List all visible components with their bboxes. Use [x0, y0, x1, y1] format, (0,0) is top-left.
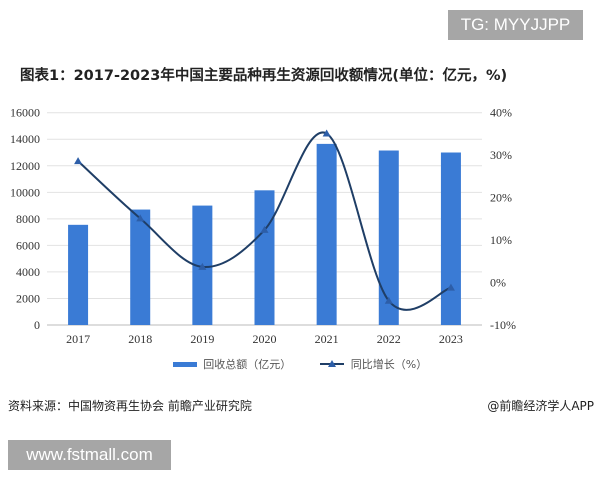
legend-line-label: 同比增长（%） [350, 358, 428, 371]
x-tick-label: 2018 [128, 332, 152, 346]
credit: @前瞻经济学人APP [487, 399, 594, 413]
bar-2017 [68, 224, 89, 325]
x-tick-label: 2019 [190, 332, 214, 346]
bar-2023 [440, 152, 461, 325]
source-note: 资料来源：中国物资再生协会 前瞻产业研究院 [8, 399, 252, 413]
right-tick-label: 30% [490, 148, 512, 162]
chart-title: 图表1：2017-2023年中国主要品种再生资源回收额情况(单位：亿元，%) [20, 68, 508, 84]
growth-marker-2021 [322, 129, 331, 137]
left-tick-label: 16000 [10, 106, 40, 120]
growth-marker-2017 [74, 157, 83, 165]
legend-line-swatch [320, 360, 345, 368]
right-tick-label: 10% [490, 233, 512, 247]
legend-bar-label: 回收总额（亿元） [203, 358, 292, 371]
right-tick-label: 0% [490, 276, 506, 290]
growth-marker-2022 [384, 296, 393, 304]
x-tick-label: 2022 [377, 332, 401, 346]
left-tick-label: 2000 [16, 291, 40, 305]
x-tick-label: 2017 [66, 332, 90, 346]
left-tick-label: 12000 [10, 159, 40, 173]
legend-bar-swatch [172, 361, 197, 367]
x-tick-label: 2023 [439, 332, 463, 346]
x-tick-label: 2020 [253, 332, 277, 346]
legend: 回收总额（亿元） 同比增长（%） [0, 356, 600, 372]
right-tick-label: 40% [490, 106, 512, 120]
left-tick-label: 14000 [10, 132, 40, 146]
bar-2020 [254, 190, 275, 325]
growth-marker-2023 [446, 283, 455, 291]
bar-2021 [316, 143, 337, 325]
left-tick-label: 6000 [16, 238, 40, 252]
watermark-bottom: www.fstmall.com [8, 440, 171, 470]
growth-marker-2019 [198, 262, 207, 270]
left-tick-label: 8000 [16, 212, 40, 226]
right-tick-label: 20% [490, 191, 512, 205]
left-tick-label: 0 [34, 318, 40, 332]
bar-2018 [130, 209, 151, 325]
x-tick-label: 2021 [315, 332, 339, 346]
left-tick-label: 10000 [10, 185, 40, 199]
left-tick-label: 4000 [16, 265, 40, 279]
watermark-top: TG: MYYJJPP [448, 10, 583, 40]
growth-marker-2020 [260, 225, 269, 233]
bar-2022 [378, 150, 399, 325]
chart: 0 2000 4000 6000 8000 10000 12000 14000 16000 -10… [10, 106, 516, 346]
right-tick-label: -10% [490, 318, 516, 332]
growth-marker-2018 [136, 214, 145, 222]
